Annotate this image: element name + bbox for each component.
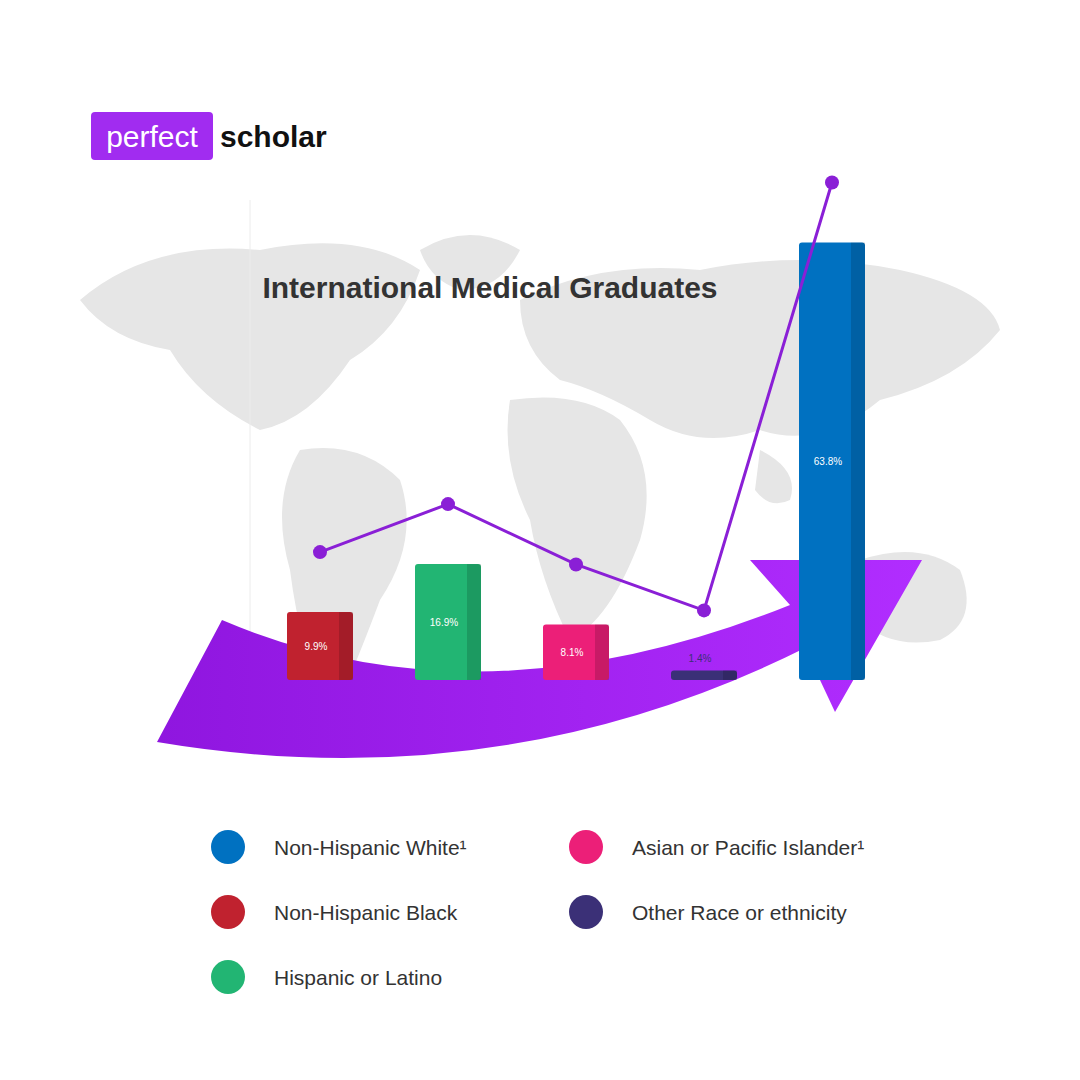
legend-swatch	[569, 830, 603, 864]
logo: perfect scholar	[91, 112, 327, 160]
bar-shade	[339, 612, 353, 680]
data-label: 16.9%	[430, 617, 458, 628]
legend-swatch	[211, 960, 245, 994]
trend-point	[441, 497, 455, 511]
bar	[287, 612, 353, 680]
value-axis	[250, 200, 251, 680]
continent	[755, 450, 792, 503]
bar-group	[287, 612, 353, 680]
bar	[799, 243, 865, 680]
legend-label: Non-Hispanic Black	[274, 901, 458, 924]
legend: Non-Hispanic White¹ Non-Hispanic Black His…	[211, 830, 864, 994]
trend-point	[697, 603, 711, 617]
bar-group	[543, 624, 609, 680]
logo-highlight: perfect	[106, 120, 198, 153]
bar-group	[799, 243, 865, 680]
logo-text: scholar	[220, 120, 327, 153]
page: perfect scholar International Medical Grad…	[0, 0, 1080, 1080]
continent	[508, 398, 647, 641]
legend-label: Hispanic or Latino	[274, 966, 442, 989]
bar-group	[415, 564, 481, 680]
logo-box	[91, 112, 213, 160]
trend-point	[569, 557, 583, 571]
bar-shade	[851, 243, 865, 680]
bar-shade	[467, 564, 481, 680]
bar-shade	[723, 670, 737, 680]
data-label: 9.9%	[305, 641, 328, 652]
legend-swatch	[211, 830, 245, 864]
bar	[543, 624, 609, 680]
chart: perfect scholar International Medical Grad…	[0, 0, 1080, 1080]
trend-line-group	[313, 176, 839, 618]
legend-label: Non-Hispanic White¹	[274, 836, 467, 859]
legend-swatch	[211, 895, 245, 929]
trend-line	[320, 183, 832, 611]
data-label: 63.8%	[814, 456, 842, 467]
bar-group	[671, 670, 737, 680]
data-label: 1.4%	[689, 653, 712, 664]
bars	[287, 243, 865, 680]
data-labels: 9.9% 16.9% 8.1% 1.4% 63.8%	[305, 456, 843, 664]
legend-label: Asian or Pacific Islander¹	[632, 836, 864, 859]
trend-point	[825, 176, 839, 190]
bar-shade	[595, 624, 609, 680]
legend-swatch	[569, 895, 603, 929]
trend-point	[313, 545, 327, 559]
title: International Medical Graduates	[262, 271, 717, 304]
data-label: 8.1%	[561, 647, 584, 658]
bar	[415, 564, 481, 680]
bar	[671, 670, 737, 680]
legend-label: Other Race or ethnicity	[632, 901, 847, 924]
